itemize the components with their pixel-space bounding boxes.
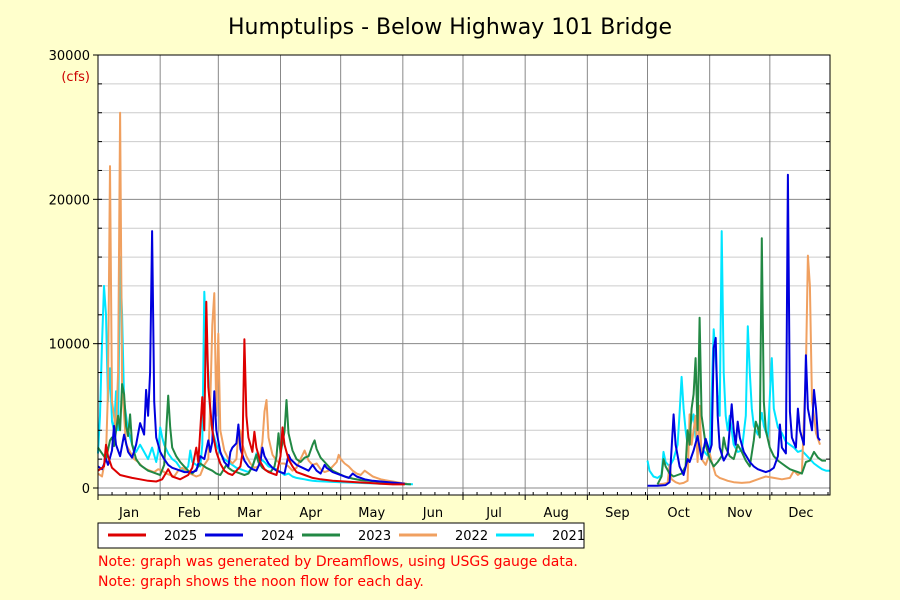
notes: Note: graph was generated by Dreamflows,… [98, 554, 578, 590]
x-tick-label: Mar [237, 506, 262, 521]
note-noon-flow: Note: graph shows the noon flow for each… [98, 574, 424, 590]
x-tick-label: Sep [605, 506, 630, 521]
note-source: Note: graph was generated by Dreamflows,… [98, 554, 578, 570]
y-tick-label: 10000 [49, 338, 90, 353]
grid [98, 54, 830, 495]
legend-label-2022: 2022 [455, 529, 488, 544]
legend-label-2023: 2023 [358, 529, 391, 544]
y-axis: 0 10000 20000 30000 (cfs) [49, 49, 90, 497]
chart-title: Humptulips - Below Highway 101 Bridge [228, 15, 672, 40]
plot-frame [97, 54, 831, 496]
legend-label-2024: 2024 [261, 529, 294, 544]
plot-background [98, 55, 830, 495]
x-tick-label: Nov [727, 506, 753, 521]
legend-label-2025: 2025 [164, 529, 197, 544]
series-line-2024 [647, 173, 821, 487]
y-tick-label: 0 [82, 482, 90, 497]
y-tick-labels: 0 10000 20000 30000 [49, 49, 90, 497]
plot-area [93, 54, 831, 500]
x-tick-label: Jan [118, 506, 139, 521]
legend-label-2021: 2021 [552, 529, 585, 544]
x-tick-label: Aug [544, 506, 569, 521]
series-line-2023 [97, 383, 411, 486]
series-layer [97, 111, 830, 487]
series-line-2025 [97, 300, 405, 486]
legend: 2025 2024 2023 2022 2021 [97, 522, 585, 549]
axis-ticks [93, 54, 830, 500]
y-axis-unit: (cfs) [61, 70, 90, 85]
y-tick-label: 30000 [49, 49, 90, 64]
x-tick-label: May [358, 506, 385, 521]
y-tick-label: 20000 [49, 193, 90, 208]
series-line-2024 [97, 230, 405, 485]
x-tick-label: Feb [178, 506, 201, 521]
x-tick-label: Jul [485, 506, 502, 521]
series-line-2021 [646, 230, 830, 479]
x-tick-label: Apr [299, 506, 322, 521]
x-tick-label: Dec [788, 506, 813, 521]
x-tick-label: Oct [667, 506, 689, 521]
x-axis: Jan Feb Mar Apr May Jun Jul Aug Sep Oct Nov Dec [118, 506, 813, 521]
x-tick-label: Jun [422, 506, 443, 521]
series-line-2023 [656, 237, 826, 485]
